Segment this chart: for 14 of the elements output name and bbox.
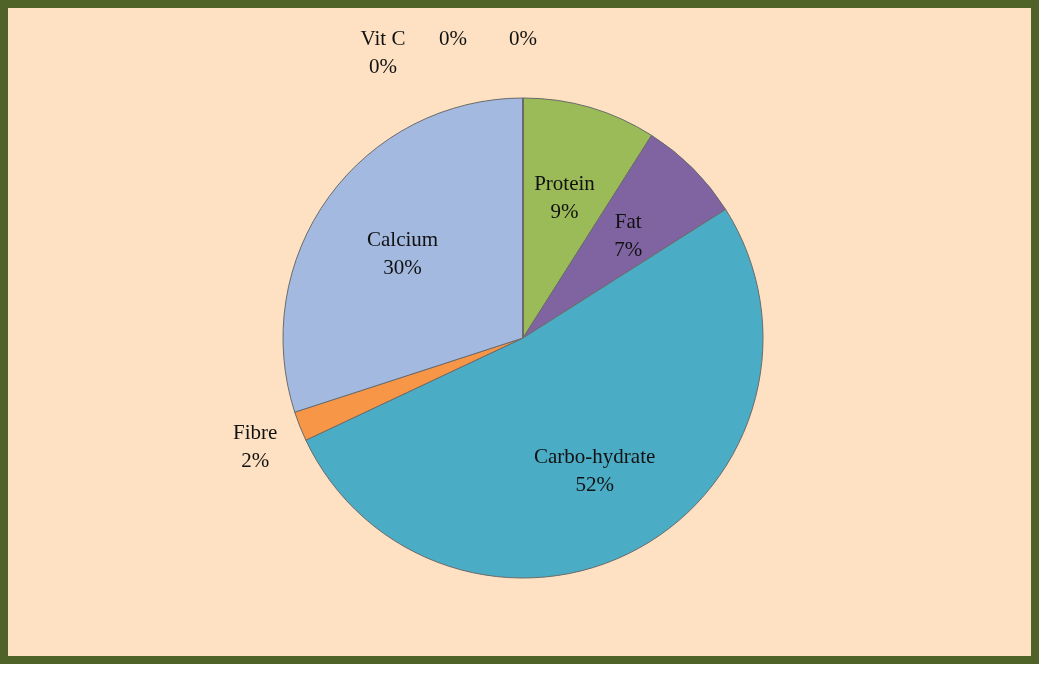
data-label: 30%	[383, 254, 422, 279]
text: 0%	[439, 26, 467, 50]
category-label: Vit C	[360, 26, 406, 50]
slice-label: Fat	[614, 208, 642, 233]
data-label: 2%	[241, 448, 270, 473]
text: 0%	[369, 54, 397, 78]
data-label: 9%	[550, 199, 579, 224]
data-label: 52%	[575, 472, 614, 497]
slice-label: Protein	[534, 171, 596, 196]
data-label: 7%	[614, 236, 643, 261]
slice-label: Calcium	[367, 226, 439, 251]
text: 0%	[509, 26, 537, 50]
slice-label: Carbo-hydrate	[534, 444, 656, 469]
slice-label: Fibre	[233, 420, 278, 445]
